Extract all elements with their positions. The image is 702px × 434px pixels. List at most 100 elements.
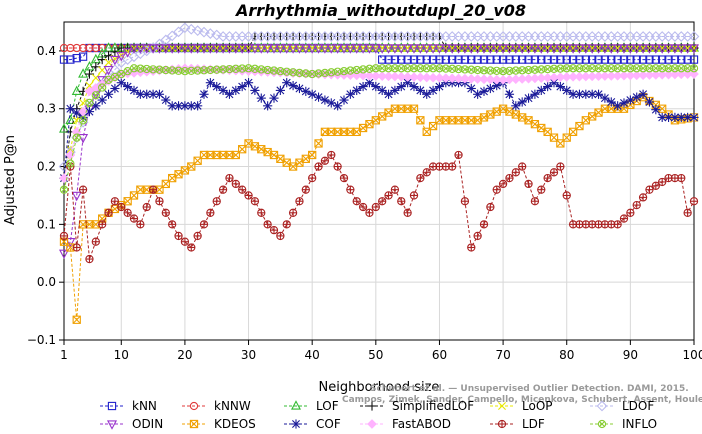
chart-title: Arrhythmia_withoutdupl_20_v08 — [234, 1, 526, 20]
data-point — [192, 44, 203, 54]
x-tick-label: 20 — [177, 348, 192, 362]
x-tick-label: 50 — [368, 348, 383, 362]
legend-marker — [291, 419, 301, 429]
data-point — [351, 44, 362, 54]
data-point — [651, 181, 660, 190]
data-point — [434, 81, 445, 92]
data-point — [473, 65, 482, 75]
data-point — [613, 64, 622, 73]
data-point — [466, 73, 477, 84]
data-point — [498, 44, 509, 54]
data-point — [408, 44, 420, 54]
legend-label: kNNW — [214, 399, 251, 413]
data-point — [117, 69, 126, 79]
data-point — [453, 44, 464, 54]
data-point — [308, 69, 317, 79]
data-point — [238, 64, 247, 73]
data-point — [466, 83, 476, 94]
data-point — [249, 42, 260, 52]
data-point — [530, 55, 540, 64]
data-point — [383, 44, 394, 54]
data-point — [198, 26, 210, 38]
data-point — [403, 64, 412, 73]
data-point — [626, 55, 635, 64]
data-point — [72, 315, 81, 324]
data-point — [537, 65, 546, 74]
data-point — [435, 64, 444, 73]
data-point — [206, 208, 215, 217]
data-point — [524, 65, 533, 75]
data-point — [98, 220, 107, 229]
watermark-line-2: Campos, Zimek, Sander, Campello, Micenko… — [342, 395, 702, 405]
data-point — [421, 72, 432, 83]
legend-item-knnw: kNNW — [182, 399, 251, 413]
data-point — [104, 58, 113, 67]
data-point — [491, 74, 502, 85]
data-point — [136, 64, 145, 73]
data-point — [370, 44, 381, 54]
legend-item-ldf: LDF — [490, 417, 545, 431]
legend-item-knn: kNN — [100, 399, 157, 413]
data-point — [422, 168, 431, 177]
data-point — [338, 42, 350, 52]
data-point — [84, 86, 95, 97]
data-point — [397, 55, 406, 64]
data-point — [389, 71, 400, 82]
data-point — [308, 173, 317, 183]
data-point — [250, 85, 260, 96]
data-point — [326, 44, 337, 54]
data-point — [275, 44, 286, 54]
data-point — [638, 89, 648, 99]
data-point — [104, 208, 113, 217]
x-tick-label: 90 — [623, 348, 638, 362]
data-point — [397, 64, 406, 73]
data-point — [562, 64, 571, 73]
data-point — [689, 55, 699, 64]
data-point — [365, 64, 374, 73]
data-point — [664, 64, 673, 73]
data-point — [72, 133, 81, 142]
data-point — [390, 185, 400, 194]
data-point — [135, 44, 146, 54]
data-point — [542, 44, 553, 54]
data-point — [384, 191, 393, 200]
data-point — [518, 162, 527, 171]
data-point — [282, 220, 291, 229]
data-point — [440, 73, 451, 84]
data-point — [295, 197, 304, 206]
data-point — [619, 55, 629, 64]
data-point — [339, 95, 349, 105]
data-point — [378, 64, 387, 73]
data-point — [408, 42, 420, 52]
data-point — [689, 64, 699, 73]
data-point — [459, 73, 470, 84]
data-point — [460, 65, 470, 74]
data-point — [434, 72, 445, 83]
data-point — [548, 44, 560, 54]
data-point — [364, 78, 375, 88]
x-tick-label: 70 — [495, 348, 510, 362]
data-point — [84, 107, 95, 117]
data-point — [123, 208, 132, 217]
data-point — [59, 185, 69, 194]
data-point — [651, 105, 661, 115]
data-point — [332, 42, 343, 52]
data-point — [625, 44, 636, 54]
data-point — [378, 197, 387, 206]
data-point — [332, 44, 343, 54]
data-point — [421, 42, 432, 52]
data-point — [72, 108, 82, 118]
data-point — [473, 55, 482, 64]
data-point — [320, 68, 330, 78]
data-point — [498, 66, 508, 76]
legend-label: LDOF — [622, 399, 654, 413]
data-point — [148, 44, 159, 54]
data-point — [294, 42, 305, 52]
data-point — [466, 44, 477, 54]
data-point — [313, 44, 324, 54]
data-point — [122, 48, 133, 58]
data-point — [269, 66, 279, 75]
data-point — [154, 38, 165, 50]
data-point — [301, 185, 310, 194]
data-point — [218, 85, 228, 96]
